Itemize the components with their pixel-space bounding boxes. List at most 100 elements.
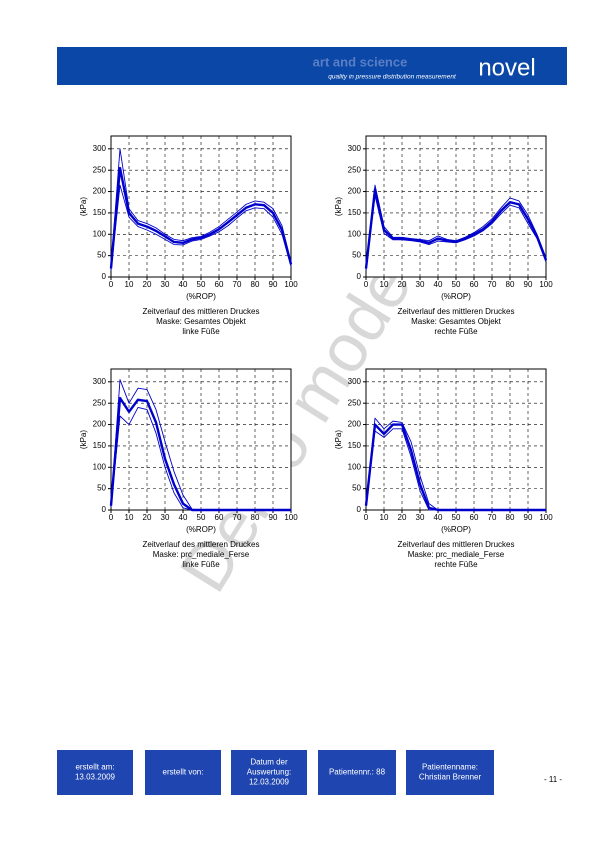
- x-tick-label: 10: [380, 280, 389, 289]
- chart-caption: Zeitverlauf des mittleren Druckes: [398, 307, 515, 316]
- y-axis-label: (kPa): [79, 430, 88, 449]
- x-tick-label: 20: [398, 280, 407, 289]
- x-tick-label: 90: [524, 513, 533, 522]
- chart-caption: Zeitverlauf des mittleren Druckes: [398, 540, 515, 549]
- data-line: [110, 407, 291, 511]
- chart-caption: Zeitverlauf des mittleren Druckes: [143, 307, 260, 316]
- x-tick-label: 40: [179, 280, 188, 289]
- y-tick-label: 100: [93, 462, 107, 471]
- x-axis-label: (%ROP): [186, 292, 216, 301]
- chart-caption: Maske: Gesamtes Objekt: [411, 317, 502, 326]
- y-tick-label: 200: [93, 187, 107, 196]
- data-line: [109, 166, 293, 269]
- x-tick-label: 100: [539, 513, 553, 522]
- x-tick-label: 10: [125, 280, 134, 289]
- x-tick-label: 70: [488, 513, 497, 522]
- x-tick-label: 40: [434, 280, 443, 289]
- y-tick-label: 250: [93, 165, 107, 174]
- chart-caption: Zeitverlauf des mittleren Druckes: [143, 540, 260, 549]
- x-tick-label: 20: [143, 280, 152, 289]
- y-tick-label: 100: [348, 462, 362, 471]
- chart-caption: linke Füße: [182, 560, 220, 569]
- x-tick-label: 30: [161, 280, 170, 289]
- x-tick-label: 40: [179, 513, 188, 522]
- header-logo: novel: [478, 54, 535, 81]
- y-tick-label: 50: [352, 484, 361, 493]
- x-tick-label: 80: [506, 513, 515, 522]
- data-line: [365, 428, 546, 511]
- x-tick-label: 50: [197, 513, 206, 522]
- chart-caption: Maske: prc_mediale_Ferse: [408, 550, 505, 559]
- x-axis-label: (%ROP): [441, 525, 471, 534]
- footer-text: erstellt von:: [163, 768, 204, 777]
- x-tick-label: 30: [161, 513, 170, 522]
- y-tick-label: 300: [93, 144, 107, 153]
- x-tick-label: 50: [452, 513, 461, 522]
- x-tick-label: 60: [215, 513, 224, 522]
- footer-box: [145, 750, 221, 795]
- y-axis-label: (kPa): [334, 430, 343, 449]
- x-tick-label: 40: [434, 513, 443, 522]
- footer-text: Auswertung:: [247, 768, 291, 777]
- x-tick-label: 10: [380, 513, 389, 522]
- data-line: [365, 184, 547, 267]
- chart-caption: Maske: prc_mediale_Ferse: [153, 550, 250, 559]
- data-line: [365, 195, 547, 271]
- x-tick-label: 70: [488, 280, 497, 289]
- x-tick-label: 100: [539, 280, 553, 289]
- x-tick-label: 0: [109, 513, 114, 522]
- x-tick-label: 90: [269, 513, 278, 522]
- x-tick-label: 80: [251, 280, 260, 289]
- x-tick-label: 20: [398, 513, 407, 522]
- x-tick-label: 90: [269, 280, 278, 289]
- header-brand: art and science: [313, 54, 408, 69]
- y-tick-label: 250: [93, 398, 107, 407]
- y-tick-label: 0: [357, 505, 362, 514]
- x-tick-label: 0: [109, 280, 114, 289]
- chart-caption: Maske: Gesamtes Objekt: [156, 317, 247, 326]
- x-tick-label: 20: [143, 513, 152, 522]
- header-banner: [57, 47, 567, 85]
- footer-text: 12.03.2009: [249, 778, 290, 787]
- y-tick-label: 50: [97, 484, 106, 493]
- header-tagline: quality in pressure distribution measure…: [328, 74, 457, 81]
- chart-caption: linke Füße: [182, 327, 220, 336]
- footer-box: [406, 750, 494, 795]
- x-tick-label: 60: [215, 280, 224, 289]
- x-tick-label: 10: [125, 513, 134, 522]
- y-tick-label: 300: [348, 144, 362, 153]
- footer-text: Patientennr.: 88: [329, 768, 386, 777]
- y-tick-label: 50: [97, 251, 106, 260]
- x-tick-label: 60: [470, 513, 479, 522]
- chart-caption: rechte Füße: [434, 327, 478, 336]
- footer-text: Datum der: [250, 758, 288, 767]
- y-tick-label: 100: [348, 229, 362, 238]
- x-axis-label: (%ROP): [186, 525, 216, 534]
- x-axis-label: (%ROP): [441, 292, 471, 301]
- y-tick-label: 150: [348, 441, 362, 450]
- y-tick-label: 150: [93, 208, 107, 217]
- x-tick-label: 70: [233, 513, 242, 522]
- footer-box: [57, 750, 133, 795]
- y-tick-label: 200: [348, 420, 362, 429]
- x-tick-label: 60: [470, 280, 479, 289]
- y-tick-label: 50: [352, 251, 361, 260]
- x-tick-label: 100: [284, 280, 298, 289]
- page-number: - 11 -: [544, 775, 562, 784]
- x-tick-label: 50: [197, 280, 206, 289]
- y-tick-label: 100: [93, 229, 107, 238]
- y-tick-label: 0: [102, 505, 107, 514]
- x-tick-label: 90: [524, 280, 533, 289]
- plot-frame: [365, 368, 547, 511]
- y-tick-label: 0: [102, 272, 107, 281]
- y-tick-label: 250: [348, 398, 362, 407]
- footer-text: erstellt am:: [75, 763, 114, 772]
- x-tick-label: 80: [251, 513, 260, 522]
- y-tick-label: 200: [93, 420, 107, 429]
- data-line: [110, 184, 292, 271]
- chart-caption: rechte Füße: [434, 560, 478, 569]
- x-tick-label: 30: [416, 513, 425, 522]
- y-tick-label: 200: [348, 187, 362, 196]
